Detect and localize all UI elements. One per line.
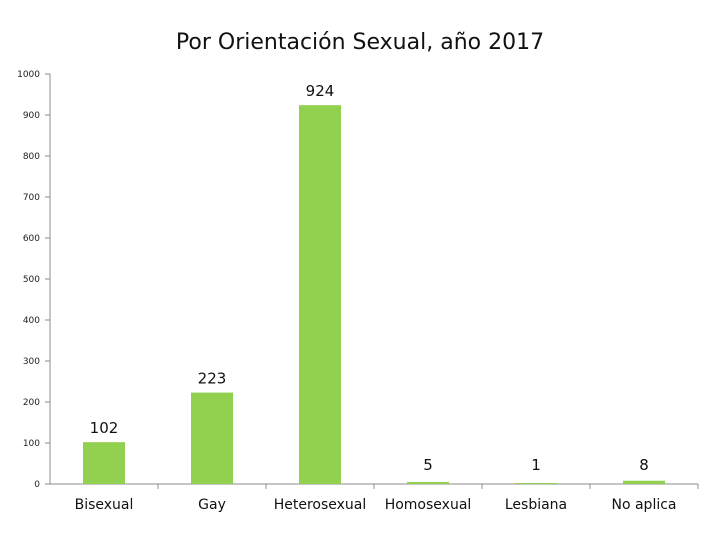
y-tick-label: 800 bbox=[23, 152, 40, 162]
y-tick-label: 700 bbox=[23, 193, 40, 203]
x-category-label: Gay bbox=[198, 497, 226, 513]
data-label: 5 bbox=[423, 456, 433, 474]
y-tick-label: 400 bbox=[23, 316, 40, 326]
bar-lesbiana bbox=[515, 483, 557, 484]
y-tick-label: 0 bbox=[34, 480, 40, 490]
y-tick-label: 300 bbox=[23, 357, 40, 367]
bar-no-aplica bbox=[623, 480, 665, 484]
y-tick-label: 600 bbox=[23, 234, 40, 244]
data-label: 924 bbox=[306, 82, 335, 100]
chart-title: Por Orientación Sexual, año 2017 bbox=[175, 30, 545, 55]
x-category-label: Bisexual bbox=[75, 497, 134, 513]
x-category-label: No aplica bbox=[611, 497, 676, 513]
data-label: 102 bbox=[90, 419, 119, 437]
x-category-label: Homosexual bbox=[385, 497, 472, 513]
data-label: 223 bbox=[198, 370, 227, 388]
data-label: 1 bbox=[531, 456, 541, 474]
data-label: 8 bbox=[639, 456, 649, 474]
y-tick-label: 100 bbox=[23, 439, 40, 449]
y-tick-label: 900 bbox=[23, 111, 40, 121]
bar-bisexual bbox=[83, 442, 125, 484]
bar-homosexual bbox=[407, 481, 449, 484]
y-tick-label: 500 bbox=[23, 275, 40, 285]
x-category-label: Lesbiana bbox=[505, 497, 567, 513]
y-tick-label: 1000 bbox=[17, 70, 40, 80]
y-tick-label: 200 bbox=[23, 398, 40, 408]
bar-gay bbox=[191, 392, 233, 484]
bar-heterosexual bbox=[299, 105, 341, 484]
x-category-label: Heterosexual bbox=[274, 497, 367, 513]
